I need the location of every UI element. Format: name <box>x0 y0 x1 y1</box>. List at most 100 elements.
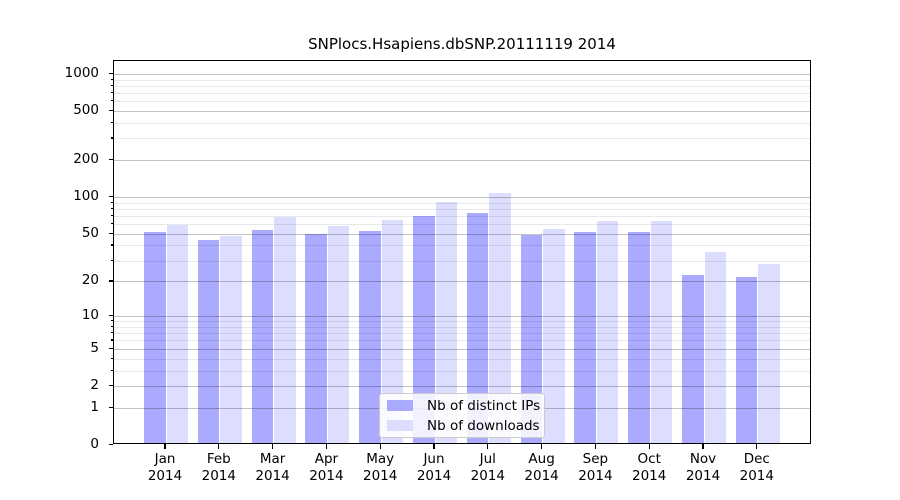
x-tick-label-jan: Jan 2014 <box>147 451 183 484</box>
y-tick-label-200: 200 <box>73 151 99 168</box>
y-minor-tick-800 <box>110 84 113 86</box>
bar-downloads-may <box>381 220 404 443</box>
x-tick-sep <box>594 444 596 449</box>
bar-ips-jul <box>466 212 489 443</box>
y-minor-tick-3 <box>110 369 113 371</box>
x-tick-apr <box>325 444 327 449</box>
bar-downloads-sep <box>596 221 619 443</box>
y-major-tick-0 <box>108 444 113 446</box>
legend-item-distinct-ips: Nb of distinct IPs <box>387 397 541 414</box>
gridline-minor-90 <box>114 202 810 204</box>
y-tick-label-100: 100 <box>73 188 99 205</box>
x-tick-label-aug: Aug 2014 <box>524 451 559 484</box>
y-minor-tick-4 <box>110 357 113 359</box>
x-tick-label-may: May 2014 <box>363 451 398 484</box>
bar-ips-mar <box>251 229 274 443</box>
gridline-major-1000 <box>114 73 810 75</box>
bar-downloads-jun <box>435 201 457 443</box>
x-tick-label-dec: Dec 2014 <box>739 451 774 484</box>
y-minor-tick-300 <box>110 137 113 139</box>
y-tick-label-5: 5 <box>90 339 99 356</box>
x-tick-label-feb: Feb 2014 <box>201 451 236 484</box>
y-tick-label-20: 20 <box>81 272 99 289</box>
bar-downloads-nov <box>704 252 726 443</box>
bar-downloads-jul <box>489 192 511 443</box>
x-tick-nov <box>702 444 704 449</box>
plot-area: Nb of distinct IPs Nb of downloads <box>113 60 811 444</box>
chart-title: SNPlocs.Hsapiens.dbSNP.20111119 2014 <box>308 35 616 53</box>
x-tick-feb <box>218 444 220 449</box>
bar-downloads-aug <box>543 228 565 443</box>
y-minor-tick-40 <box>110 244 113 246</box>
x-tick-dec <box>756 444 758 449</box>
gridline-minor-60 <box>114 224 810 226</box>
x-tick-label-jul: Jul 2014 <box>470 451 505 484</box>
x-tick-jun <box>433 444 435 449</box>
gridline-minor-700 <box>114 92 810 94</box>
y-major-tick-50 <box>108 232 113 234</box>
legend: Nb of distinct IPs Nb of downloads <box>379 393 545 438</box>
y-major-tick-1 <box>108 406 113 408</box>
bar-ips-dec <box>735 276 758 443</box>
gridline-minor-800 <box>114 85 810 87</box>
y-tick-label-1: 1 <box>90 398 99 415</box>
y-minor-tick-7 <box>110 332 113 334</box>
y-major-tick-2 <box>108 384 113 387</box>
y-minor-tick-70 <box>110 214 113 217</box>
x-tick-label-nov: Nov 2014 <box>685 451 721 484</box>
bar-ips-sep <box>574 231 596 443</box>
y-major-tick-1000 <box>108 72 113 75</box>
y-tick-label-500: 500 <box>73 102 99 119</box>
bar-downloads-oct <box>650 221 673 443</box>
bar-downloads-jan <box>166 224 188 443</box>
x-tick-mar <box>272 444 274 449</box>
y-tick-label-50: 50 <box>81 224 99 241</box>
gridline-minor-70 <box>114 215 810 217</box>
bar-ips-jun <box>413 215 435 443</box>
y-minor-tick-600 <box>110 100 113 102</box>
bar-ips-may <box>359 230 381 443</box>
y-tick-label-10: 10 <box>81 307 99 324</box>
bar-ips-aug <box>520 235 543 443</box>
x-tick-may <box>379 444 381 449</box>
bar-downloads-feb <box>220 236 242 443</box>
x-tick-oct <box>648 444 650 449</box>
x-tick-jan <box>164 444 166 449</box>
legend-label-downloads: Nb of downloads <box>427 417 540 434</box>
y-major-tick-200 <box>108 159 113 161</box>
bar-downloads-mar <box>274 217 296 443</box>
y-tick-label-2: 2 <box>90 376 99 393</box>
x-tick-label-mar: Mar 2014 <box>255 451 290 484</box>
gridline-major-100 <box>114 197 810 199</box>
gridline-minor-300 <box>114 138 810 140</box>
x-tick-label-jun: Jun 2014 <box>416 451 452 484</box>
y-tick-label-0: 0 <box>90 436 99 452</box>
y-minor-tick-80 <box>110 207 113 210</box>
legend-label-distinct-ips: Nb of distinct IPs <box>427 397 541 414</box>
gridline-major-200 <box>114 160 810 162</box>
y-minor-tick-400 <box>110 121 113 124</box>
y-minor-tick-30 <box>110 259 113 261</box>
y-minor-tick-9 <box>110 320 113 322</box>
x-tick-label-sep: Sep 2014 <box>578 451 613 484</box>
y-major-tick-500 <box>108 110 113 112</box>
y-minor-tick-900 <box>110 78 113 80</box>
gridline-major-50 <box>114 233 810 235</box>
gridline-minor-900 <box>114 79 810 81</box>
gridline-minor-80 <box>114 208 810 210</box>
y-major-tick-10 <box>108 315 113 317</box>
bar-downloads-apr <box>327 225 350 443</box>
bar-ips-nov <box>682 274 704 443</box>
gridline-minor-400 <box>114 122 810 124</box>
legend-swatch-downloads <box>387 420 413 431</box>
y-minor-tick-90 <box>110 201 113 203</box>
y-tick-label-1000: 1000 <box>64 64 99 81</box>
bar-ips-feb <box>197 239 220 443</box>
x-tick-jul <box>487 444 489 449</box>
legend-item-downloads: Nb of downloads <box>387 417 540 434</box>
y-major-tick-5 <box>108 347 113 349</box>
bar-ips-apr <box>305 233 327 443</box>
x-tick-label-apr: Apr 2014 <box>309 451 344 484</box>
x-tick-label-oct: Oct 2014 <box>632 451 667 484</box>
